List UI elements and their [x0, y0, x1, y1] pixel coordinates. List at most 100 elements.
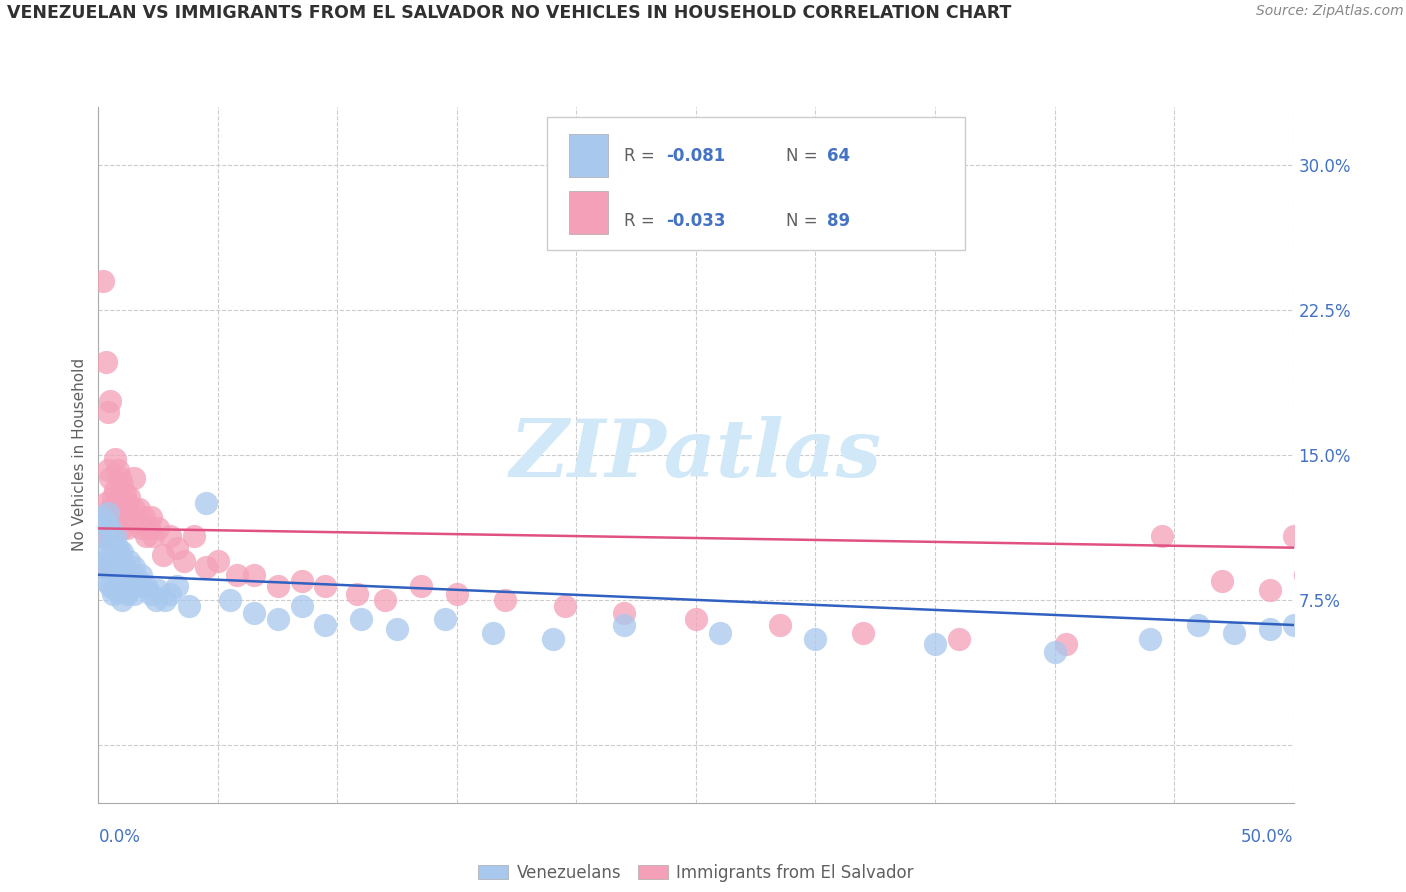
Point	[128, 574, 150, 588]
Point	[91, 529, 114, 543]
Point	[1150, 529, 1173, 543]
Point	[108, 549, 131, 563]
Point	[104, 529, 127, 543]
Point	[481, 625, 505, 640]
Point	[91, 274, 114, 288]
Point	[494, 592, 516, 607]
Point	[115, 521, 138, 535]
Point	[91, 529, 114, 543]
Point	[124, 502, 146, 516]
Point	[226, 567, 249, 582]
Text: N =: N =	[786, 147, 823, 165]
Point	[385, 622, 409, 636]
Point	[108, 471, 131, 485]
Point	[97, 405, 120, 419]
Point	[148, 521, 170, 535]
Point	[1258, 622, 1281, 636]
Text: 0.0%: 0.0%	[98, 828, 141, 846]
Point	[115, 587, 138, 601]
Point	[554, 599, 576, 613]
Point	[114, 560, 136, 574]
Point	[111, 502, 134, 516]
Point	[131, 567, 153, 582]
Point	[118, 579, 141, 593]
Point	[124, 471, 146, 485]
Point	[179, 599, 201, 613]
Point	[1319, 612, 1341, 626]
Point	[446, 587, 468, 601]
Point	[115, 496, 138, 510]
Point	[98, 471, 122, 485]
Point	[101, 587, 124, 601]
Point	[118, 491, 141, 505]
Point	[121, 567, 143, 582]
Point	[1402, 645, 1406, 659]
Point	[97, 463, 120, 477]
Point	[685, 612, 707, 626]
Point	[346, 587, 368, 601]
Point	[152, 549, 174, 563]
Point	[374, 592, 396, 607]
Point	[104, 483, 127, 497]
Point	[108, 574, 131, 588]
Point	[107, 541, 129, 555]
Point	[94, 496, 117, 510]
Text: N =: N =	[786, 212, 823, 230]
Point	[128, 502, 150, 516]
Point	[97, 554, 120, 568]
FancyBboxPatch shape	[569, 191, 607, 235]
Point	[94, 544, 117, 558]
Point	[111, 544, 134, 558]
Point	[98, 393, 122, 408]
Point	[350, 612, 373, 626]
Y-axis label: No Vehicles in Household: No Vehicles in Household	[72, 359, 87, 551]
Point	[145, 592, 167, 607]
Point	[124, 587, 146, 601]
Text: ZIPatlas: ZIPatlas	[510, 417, 882, 493]
Point	[315, 579, 337, 593]
Point	[94, 574, 117, 588]
Point	[121, 509, 143, 524]
Point	[125, 579, 148, 593]
Point	[1378, 632, 1400, 646]
Point	[135, 529, 157, 543]
Point	[101, 491, 124, 505]
Point	[290, 599, 312, 613]
Point	[94, 516, 117, 530]
Point	[111, 476, 134, 491]
Point	[107, 491, 129, 505]
Point	[166, 579, 188, 593]
Point	[97, 506, 120, 520]
Point	[290, 574, 312, 588]
Point	[104, 451, 127, 466]
Text: R =: R =	[624, 212, 661, 230]
Point	[613, 607, 636, 621]
Point	[243, 607, 266, 621]
Text: R =: R =	[624, 147, 661, 165]
Point	[924, 637, 946, 651]
Point	[104, 554, 127, 568]
Point	[135, 579, 157, 593]
Point	[111, 521, 134, 535]
Point	[98, 521, 122, 535]
Point	[98, 549, 122, 563]
Point	[125, 516, 148, 530]
Point	[207, 554, 229, 568]
Text: 50.0%: 50.0%	[1241, 828, 1294, 846]
Point	[91, 560, 114, 574]
Point	[90, 509, 112, 524]
Point	[183, 529, 205, 543]
FancyBboxPatch shape	[569, 134, 607, 177]
Point	[267, 579, 290, 593]
Point	[132, 509, 155, 524]
Point	[98, 502, 122, 516]
Point	[124, 560, 146, 574]
Point	[541, 632, 564, 646]
Point	[1282, 618, 1305, 632]
Point	[194, 496, 217, 510]
Point	[142, 529, 165, 543]
Point	[111, 592, 134, 607]
Point	[159, 529, 181, 543]
Legend: Venezuelans, Immigrants from El Salvador: Venezuelans, Immigrants from El Salvador	[471, 857, 921, 888]
Text: VENEZUELAN VS IMMIGRANTS FROM EL SALVADOR NO VEHICLES IN HOUSEHOLD CORRELATION C: VENEZUELAN VS IMMIGRANTS FROM EL SALVADO…	[7, 4, 1011, 22]
